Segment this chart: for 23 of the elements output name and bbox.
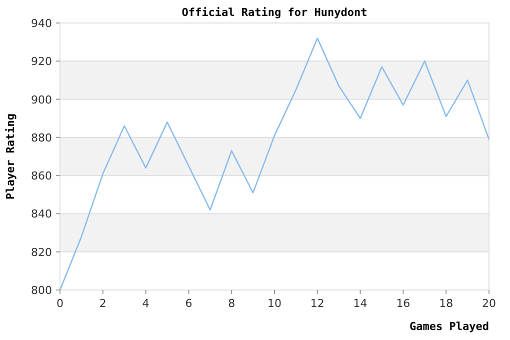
line-series [59, 38, 490, 291]
x-tick-label: 2 [99, 297, 106, 310]
x-tick-label: 4 [142, 297, 150, 310]
y-tick-label: 820 [31, 246, 52, 259]
x-tick-label: 6 [185, 297, 192, 310]
y-tick-label: 920 [31, 55, 52, 68]
x-tick-label: 10 [268, 297, 282, 310]
y-tick-label: 860 [31, 170, 52, 183]
y-tick-label: 800 [31, 284, 52, 297]
x-axis-title: Games Played [410, 320, 489, 333]
x-tick-label: 0 [56, 297, 64, 310]
x-tick-label: 14 [353, 297, 368, 310]
y-axis-title: Player Rating [4, 113, 17, 200]
y-tick-label: 940 [31, 17, 52, 30]
x-tick-label: 12 [310, 297, 324, 310]
x-tick-label: 18 [439, 297, 454, 310]
y-tick-label: 900 [31, 93, 52, 106]
x-tick-label: 8 [228, 297, 236, 310]
x-tick-label: 20 [482, 297, 496, 310]
chart-title: Official Rating for Hunydont [182, 6, 368, 19]
y-tick-label: 840 [31, 208, 52, 221]
x-tick-label: 16 [396, 297, 410, 310]
y-tick-label: 880 [31, 131, 52, 144]
